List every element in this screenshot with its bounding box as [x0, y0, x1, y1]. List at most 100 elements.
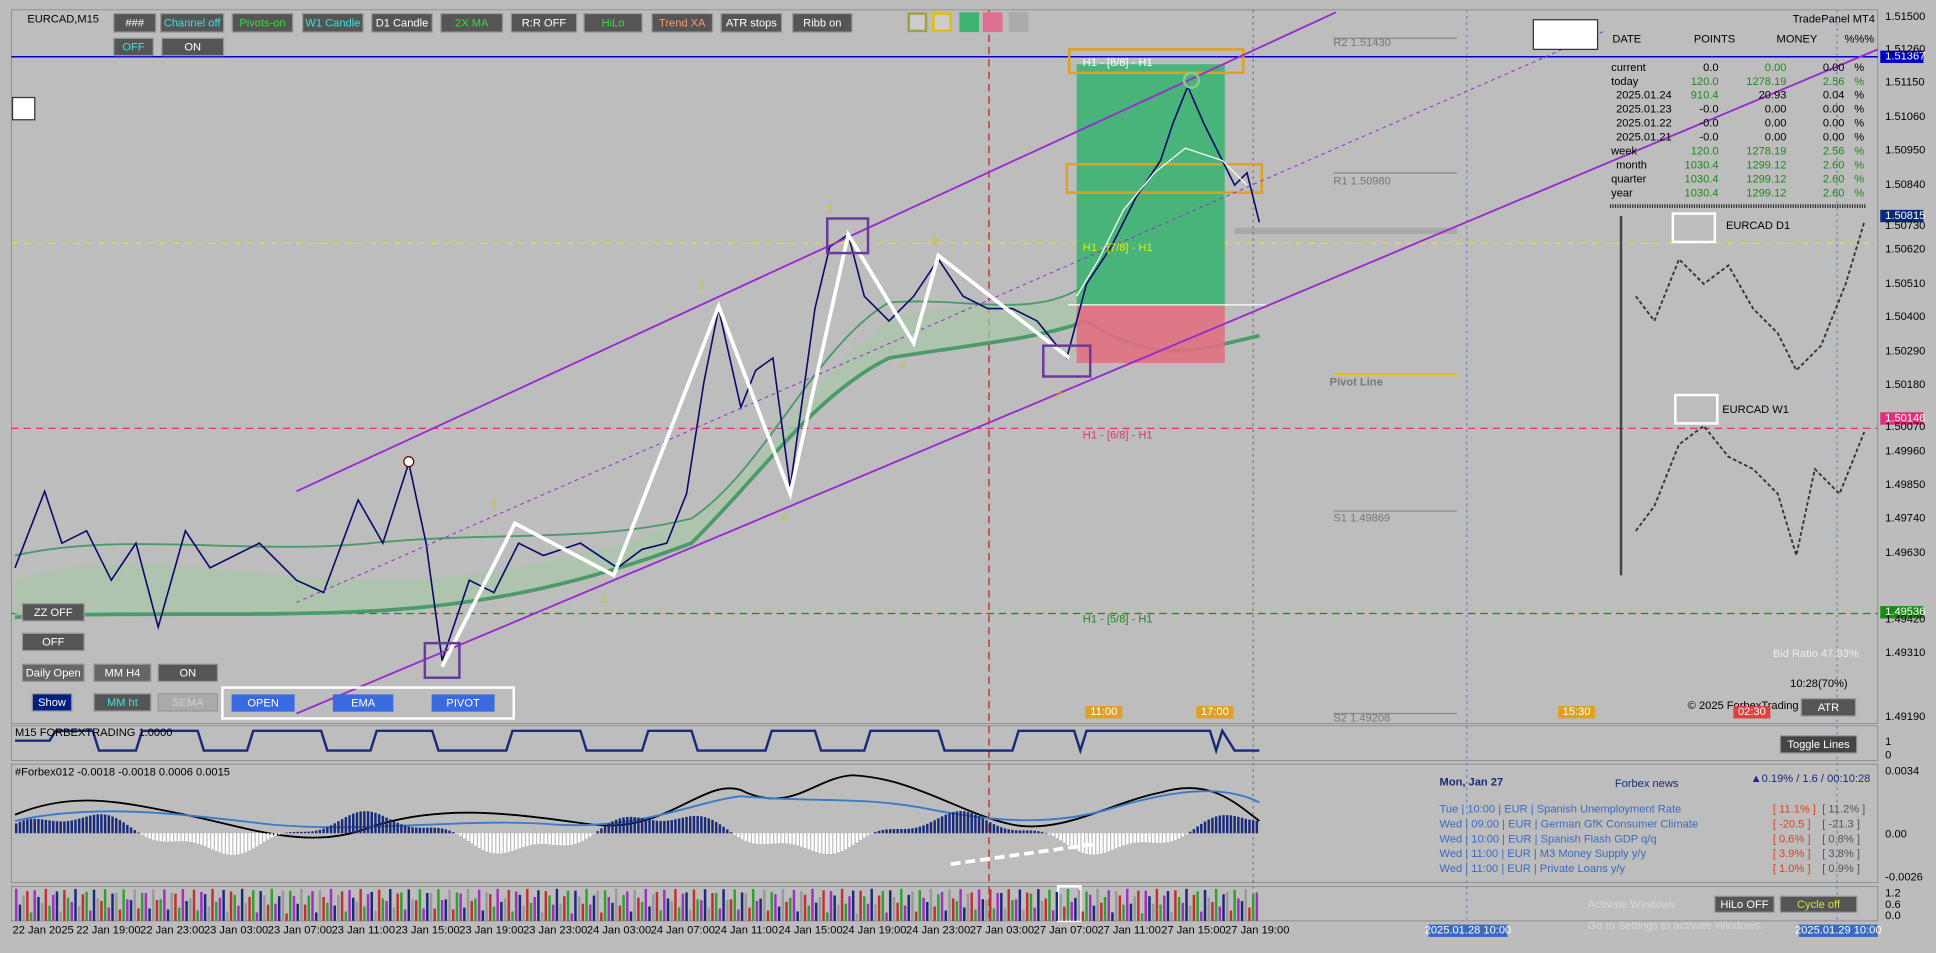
volume-bar: [700, 900, 703, 921]
histogram-bar: [614, 819, 618, 834]
button[interactable]: [113, 12, 157, 33]
volume-bar: [1233, 889, 1236, 921]
button[interactable]: [1779, 735, 1858, 754]
histogram-bar: [277, 833, 281, 835]
time-box-label: 2025.01.29 10:00: [1795, 925, 1882, 937]
volume-bar: [763, 889, 766, 921]
volume-bar: [737, 909, 740, 921]
button[interactable]: [113, 37, 154, 57]
histogram-bar: [389, 819, 392, 834]
histogram-bar: [1014, 830, 1018, 834]
histogram-bar: [259, 833, 262, 844]
button[interactable]: [157, 693, 219, 712]
expand-button[interactable]: [11, 96, 36, 121]
color-swatch[interactable]: [959, 12, 980, 33]
color-swatch[interactable]: [1008, 12, 1029, 33]
histogram-bar: [1051, 833, 1055, 837]
button[interactable]: [720, 12, 783, 33]
histogram-bar: [1140, 833, 1144, 843]
volume-bar: [1163, 895, 1166, 921]
level-label: H1 - [8/8] - H1: [1083, 57, 1153, 69]
button[interactable]: [93, 663, 152, 683]
stats-cell: 120.0: [1691, 146, 1719, 158]
button-label: R:R OFF: [522, 17, 567, 29]
button[interactable]: [510, 12, 578, 33]
button[interactable]: [31, 693, 73, 712]
button[interactable]: [583, 12, 643, 33]
volume-bar: [666, 898, 670, 921]
color-swatch[interactable]: [907, 12, 928, 33]
volume-bar: [89, 910, 92, 921]
volume-bar: [433, 908, 436, 921]
histogram-bar: [333, 823, 336, 834]
histogram-bar: [555, 833, 559, 846]
button[interactable]: [21, 603, 85, 622]
stats-header: %: [1864, 33, 1874, 45]
volume-bar: [344, 911, 348, 921]
histogram-bar: [737, 833, 740, 838]
histogram-bar: [374, 812, 377, 834]
histogram-bar: [1226, 815, 1229, 834]
volume-bar: [26, 891, 29, 921]
button[interactable]: [651, 12, 714, 33]
volume-bar: [729, 899, 733, 921]
button[interactable]: [1779, 895, 1858, 913]
volume-bar: [63, 889, 66, 921]
volume-bar: [529, 902, 533, 921]
mini-chart-button[interactable]: [1674, 393, 1719, 425]
button[interactable]: [302, 12, 364, 33]
histogram-bar: [714, 821, 718, 834]
volume-bar: [170, 892, 174, 921]
price-tick: 1.50620: [1885, 243, 1925, 255]
button[interactable]: [157, 663, 219, 683]
stats-cell: 2025.01.23: [1616, 104, 1672, 116]
button[interactable]: [1800, 698, 1857, 717]
histogram-bar: [618, 818, 622, 834]
button[interactable]: [231, 694, 295, 712]
histogram-bar: [500, 833, 503, 854]
panel-toggle[interactable]: [1532, 19, 1599, 50]
button[interactable]: [161, 37, 225, 57]
histogram-bar: [292, 831, 296, 834]
time-marker-label: 17:00: [1201, 706, 1229, 718]
volume-bar: [740, 892, 744, 921]
histogram-bar: [922, 825, 925, 834]
button[interactable]: [371, 12, 433, 33]
news-forecast: [ -21.3 ]: [1822, 819, 1860, 831]
volume-bar: [48, 905, 51, 921]
stats-cell: 2.60: [1823, 159, 1845, 171]
news-forecast: [ 11.2% ]: [1822, 804, 1865, 816]
button[interactable]: [431, 694, 495, 712]
volume-bar: [718, 908, 722, 921]
button[interactable]: [21, 663, 85, 683]
zigzag: [440, 229, 1071, 668]
histogram-bar: [314, 830, 318, 834]
volume-bar: [211, 888, 214, 921]
volume-bar: [103, 889, 107, 921]
macd-line: [14, 774, 1260, 839]
mini-chart-button[interactable]: [1671, 212, 1717, 244]
color-swatch[interactable]: [932, 12, 952, 33]
indicator-tick: 0.00: [1885, 828, 1907, 840]
button[interactable]: [160, 12, 225, 33]
color-swatch[interactable]: [982, 12, 1003, 33]
volume-bar: [866, 903, 870, 921]
button[interactable]: [332, 694, 394, 712]
stats-cell: %: [1854, 76, 1864, 88]
button-label: Channel off: [164, 17, 222, 29]
histogram-bar: [22, 820, 25, 834]
level-label: Pivot Line: [1330, 377, 1383, 389]
time-marker: [1558, 706, 1596, 719]
button[interactable]: [440, 12, 504, 33]
time-marker: [1196, 706, 1234, 719]
button[interactable]: [1714, 895, 1775, 913]
histogram-bar: [581, 833, 585, 841]
volume-bar: [692, 889, 696, 921]
button[interactable]: [792, 12, 853, 33]
button[interactable]: [21, 632, 85, 652]
button[interactable]: [93, 693, 152, 712]
button[interactable]: [231, 12, 294, 33]
time-box: [1798, 924, 1878, 937]
volume-bar: [996, 893, 999, 921]
histogram-bar: [1251, 820, 1255, 834]
